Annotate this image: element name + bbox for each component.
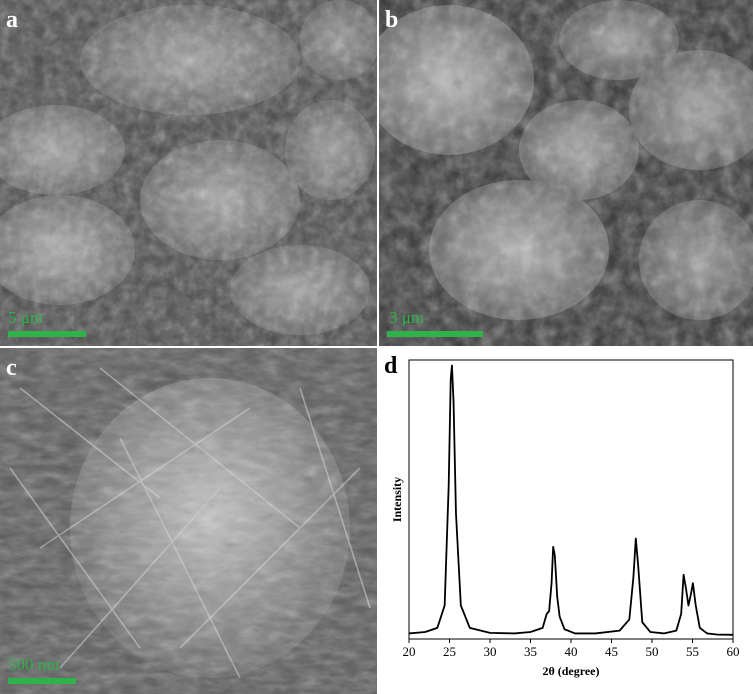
y-axis-title: Intensity: [390, 477, 404, 522]
x-tick-label: 25: [443, 644, 456, 659]
scale-bar-label-c: 500 nm: [8, 655, 60, 674]
scale-bar-c: [8, 678, 76, 684]
x-tick-label: 55: [686, 644, 699, 659]
scale-bar-label-a: 5 μm: [8, 308, 44, 327]
x-tick-label: 60: [727, 644, 740, 659]
panel-label-a: a: [6, 7, 18, 33]
panel-label-b: b: [385, 7, 399, 33]
x-tick-label: 30: [484, 644, 497, 659]
sem-image-panel-a: a 5 μm: [0, 0, 377, 346]
sem-image-panel-b: b 3 μm: [379, 0, 753, 346]
x-axis-title: 2θ (degree): [542, 664, 599, 678]
x-tick-label: 50: [646, 644, 659, 659]
panel-label-c: c: [6, 355, 17, 381]
xrd-chart-panel-d: d 20 25 30 35 40 45 50 55 60 2θ (degree) Intensity: [379, 348, 753, 694]
x-tick-label: 45: [605, 644, 618, 659]
xrd-pattern-chart: 20 25 30 35 40 45 50 55 60 2θ (degree) Intensity: [390, 359, 740, 678]
plot-frame: [408, 359, 734, 640]
panel-label-d: d: [384, 353, 398, 379]
sem-image-panel-c: c 500 nm: [0, 348, 377, 694]
xrd-series-line: [408, 364, 734, 636]
sem-micrograph-b: [379, 0, 753, 346]
x-tick-label: 20: [403, 644, 416, 659]
scale-bar-b: [387, 331, 483, 337]
sem-micrograph-c: [0, 348, 377, 694]
scale-bar-label-b: 3 μm: [389, 308, 425, 327]
sem-micrograph-a: [0, 0, 377, 346]
x-tick-label: 40: [565, 644, 578, 659]
x-tick-label: 35: [524, 644, 537, 659]
scale-bar-a: [8, 331, 86, 337]
